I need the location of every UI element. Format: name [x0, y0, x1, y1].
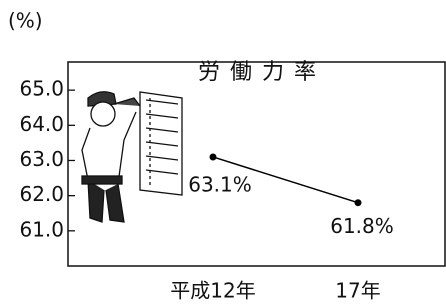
value-label: 63.1%: [188, 172, 252, 196]
y-tick-label: 64.0: [19, 112, 64, 136]
y-tick-label: 62.0: [19, 182, 64, 206]
y-tick-label: 63.0: [19, 147, 64, 171]
value-label: 61.8%: [330, 214, 394, 238]
y-tick-label: 61.0: [19, 217, 64, 241]
point: [355, 199, 362, 206]
y-tick-label: 65.0: [19, 77, 64, 101]
x-tick-label: 平成12年: [170, 279, 255, 303]
point: [210, 153, 217, 160]
x-tick-label: 17年: [335, 279, 380, 303]
chart-title: 労働力率: [198, 60, 326, 85]
chart: (%) 労働力率 61.0 62.0 63.0 64.0 65.0 63.1% 61.8% 平…: [0, 0, 446, 307]
worker-illustration: [82, 92, 182, 222]
unit-label: (%): [8, 9, 43, 33]
